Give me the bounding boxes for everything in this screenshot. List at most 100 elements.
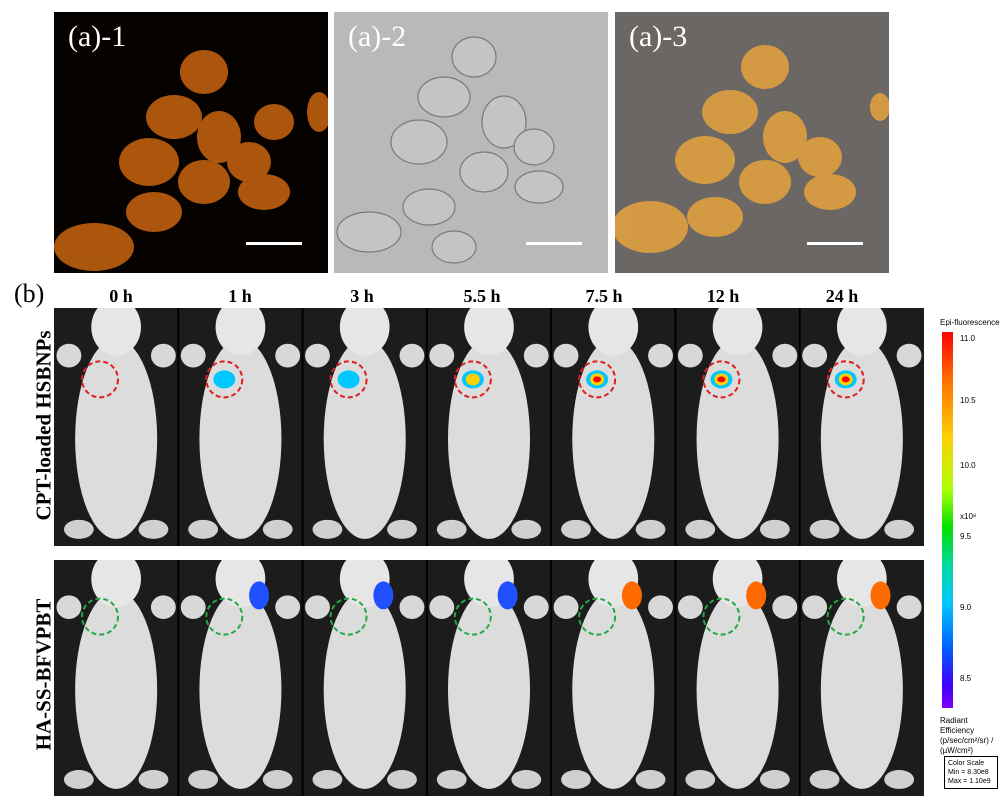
mouse-forelimb — [305, 343, 330, 368]
mouse-forelimb — [802, 343, 828, 368]
mouse-forelimb — [802, 595, 828, 619]
mouse-silhouette — [305, 560, 425, 789]
mouse-forelimb — [553, 343, 579, 368]
mouse-hindlimb — [63, 770, 94, 789]
mouse-silhouette — [429, 560, 549, 789]
radiant-efficiency-unit: (p/sec/cm²/sr) / (µW/cm²) — [940, 736, 994, 755]
mouse-hindlimb — [511, 519, 542, 539]
mouse-hindlimb — [635, 770, 666, 789]
mouse-hindlimb — [759, 770, 790, 789]
row-label-ha-ss-bfvpbt: HA-SS-BFVPBT — [31, 598, 56, 751]
mouse-forelimb — [772, 595, 798, 619]
mouse-hindlimb — [188, 519, 219, 539]
mouse-hindlimb — [809, 770, 840, 789]
mouse-hindlimb — [436, 519, 467, 539]
color-scale-tick: 10.0 — [960, 461, 976, 470]
mouse-forelimb — [429, 343, 455, 368]
panel-b-label: (b) — [14, 279, 45, 308]
mouse-hindlimb — [262, 770, 293, 789]
time-label: 3 h — [350, 286, 374, 306]
mouse-hindlimb — [511, 770, 542, 789]
mouse-forelimb — [896, 343, 922, 368]
mouse-hindlimb — [685, 519, 716, 539]
color-scale-tick: 9.0 — [960, 603, 972, 612]
mouse-forelimb — [305, 595, 330, 619]
tumor-circle — [80, 597, 119, 636]
mouse-forelimb — [553, 595, 579, 619]
fluorescence-signal — [213, 370, 236, 389]
mouse-forelimb — [648, 343, 673, 368]
mouse-forelimb — [56, 595, 82, 619]
fluorescence-signal — [465, 373, 480, 386]
mouse-row-ha-ss-bfvpbt — [54, 560, 924, 796]
mouse-silhouette — [56, 560, 176, 789]
mouse-hindlimb — [436, 770, 467, 789]
tumor-circle — [453, 597, 492, 636]
mouse-head — [339, 308, 390, 356]
mouse-head — [464, 308, 514, 356]
fluorescence-signal — [373, 581, 394, 610]
mouse-hindlimb — [312, 519, 343, 539]
fluorescence-signal — [593, 376, 602, 383]
mouse-row-cpt-loaded-hsbnps — [54, 308, 924, 546]
time-label: 0 h — [109, 286, 133, 306]
tumor-circle — [702, 360, 741, 399]
time-label: 7.5 h — [585, 286, 623, 306]
mouse-hindlimb — [561, 519, 591, 539]
mouse-forelimb — [399, 595, 425, 619]
mouse-body — [199, 590, 282, 789]
fluorescent-cells-graphic — [54, 50, 328, 271]
mouse-body — [447, 338, 531, 539]
tumor-circle — [205, 597, 244, 636]
panel-a1-label: (a)-1 — [68, 20, 127, 53]
color-scale-bar — [942, 332, 953, 708]
mouse-hindlimb — [884, 770, 915, 789]
tumor-circle — [578, 360, 617, 399]
mouse-hindlimb — [138, 519, 169, 539]
mouse-silhouette — [802, 560, 922, 789]
tumor-circle — [453, 360, 492, 399]
fluorescence-signal — [337, 370, 360, 389]
mouse-hindlimb — [387, 519, 417, 539]
color-scale-box-title: Color Scale — [948, 760, 985, 767]
mouse-head — [837, 308, 887, 356]
color-scale-multiplier: x10⁸ — [960, 512, 977, 521]
color-scale-box: Color Scale Min = 8.30e8 Max = 1.10e9 — [944, 756, 998, 789]
tumor-circle — [329, 360, 368, 399]
mouse-head — [91, 308, 141, 356]
mouse-body — [323, 590, 406, 789]
panel-a3-label: (a)-3 — [629, 20, 688, 53]
time-label: 24 h — [825, 286, 859, 306]
mouse-images-top — [56, 308, 922, 546]
mouse-forelimb — [677, 595, 703, 619]
mouse-forelimb — [429, 595, 455, 619]
mouse-forelimb — [523, 595, 549, 619]
tumor-circle — [80, 360, 119, 399]
mouse-forelimb — [677, 343, 703, 368]
merged-image: (a)-3 — [615, 12, 889, 273]
time-label: 12 h — [706, 286, 740, 306]
tumor-circle — [329, 597, 368, 636]
mouse-forelimb — [648, 595, 673, 619]
mouse-silhouette — [56, 308, 176, 539]
mouse-forelimb — [896, 595, 922, 619]
mouse-body — [572, 338, 655, 539]
mouse-hindlimb — [312, 770, 343, 789]
mouse-forelimb — [56, 343, 82, 368]
color-scale-tick: 9.5 — [960, 532, 972, 541]
mouse-body — [75, 590, 158, 789]
mouse-body — [447, 590, 531, 789]
mouse-images-bottom — [56, 560, 922, 796]
fluorescence-signal — [717, 376, 726, 383]
brightfield-cells-graphic — [336, 36, 564, 264]
mouse-body — [75, 338, 158, 539]
fluorescence-image: (a)-1 — [54, 12, 328, 273]
mouse-hindlimb — [685, 770, 716, 789]
mouse-silhouette — [802, 308, 922, 539]
tumor-circle — [205, 360, 244, 399]
color-scale-max: Max = 1.10e9 — [948, 778, 991, 785]
mouse-hindlimb — [884, 519, 915, 539]
mouse-silhouette — [180, 308, 301, 539]
row-label-cpt-loaded-hsbnps: CPT-loaded HSBNPs — [31, 330, 56, 521]
color-scale-min: Min = 8.30e8 — [948, 769, 989, 776]
